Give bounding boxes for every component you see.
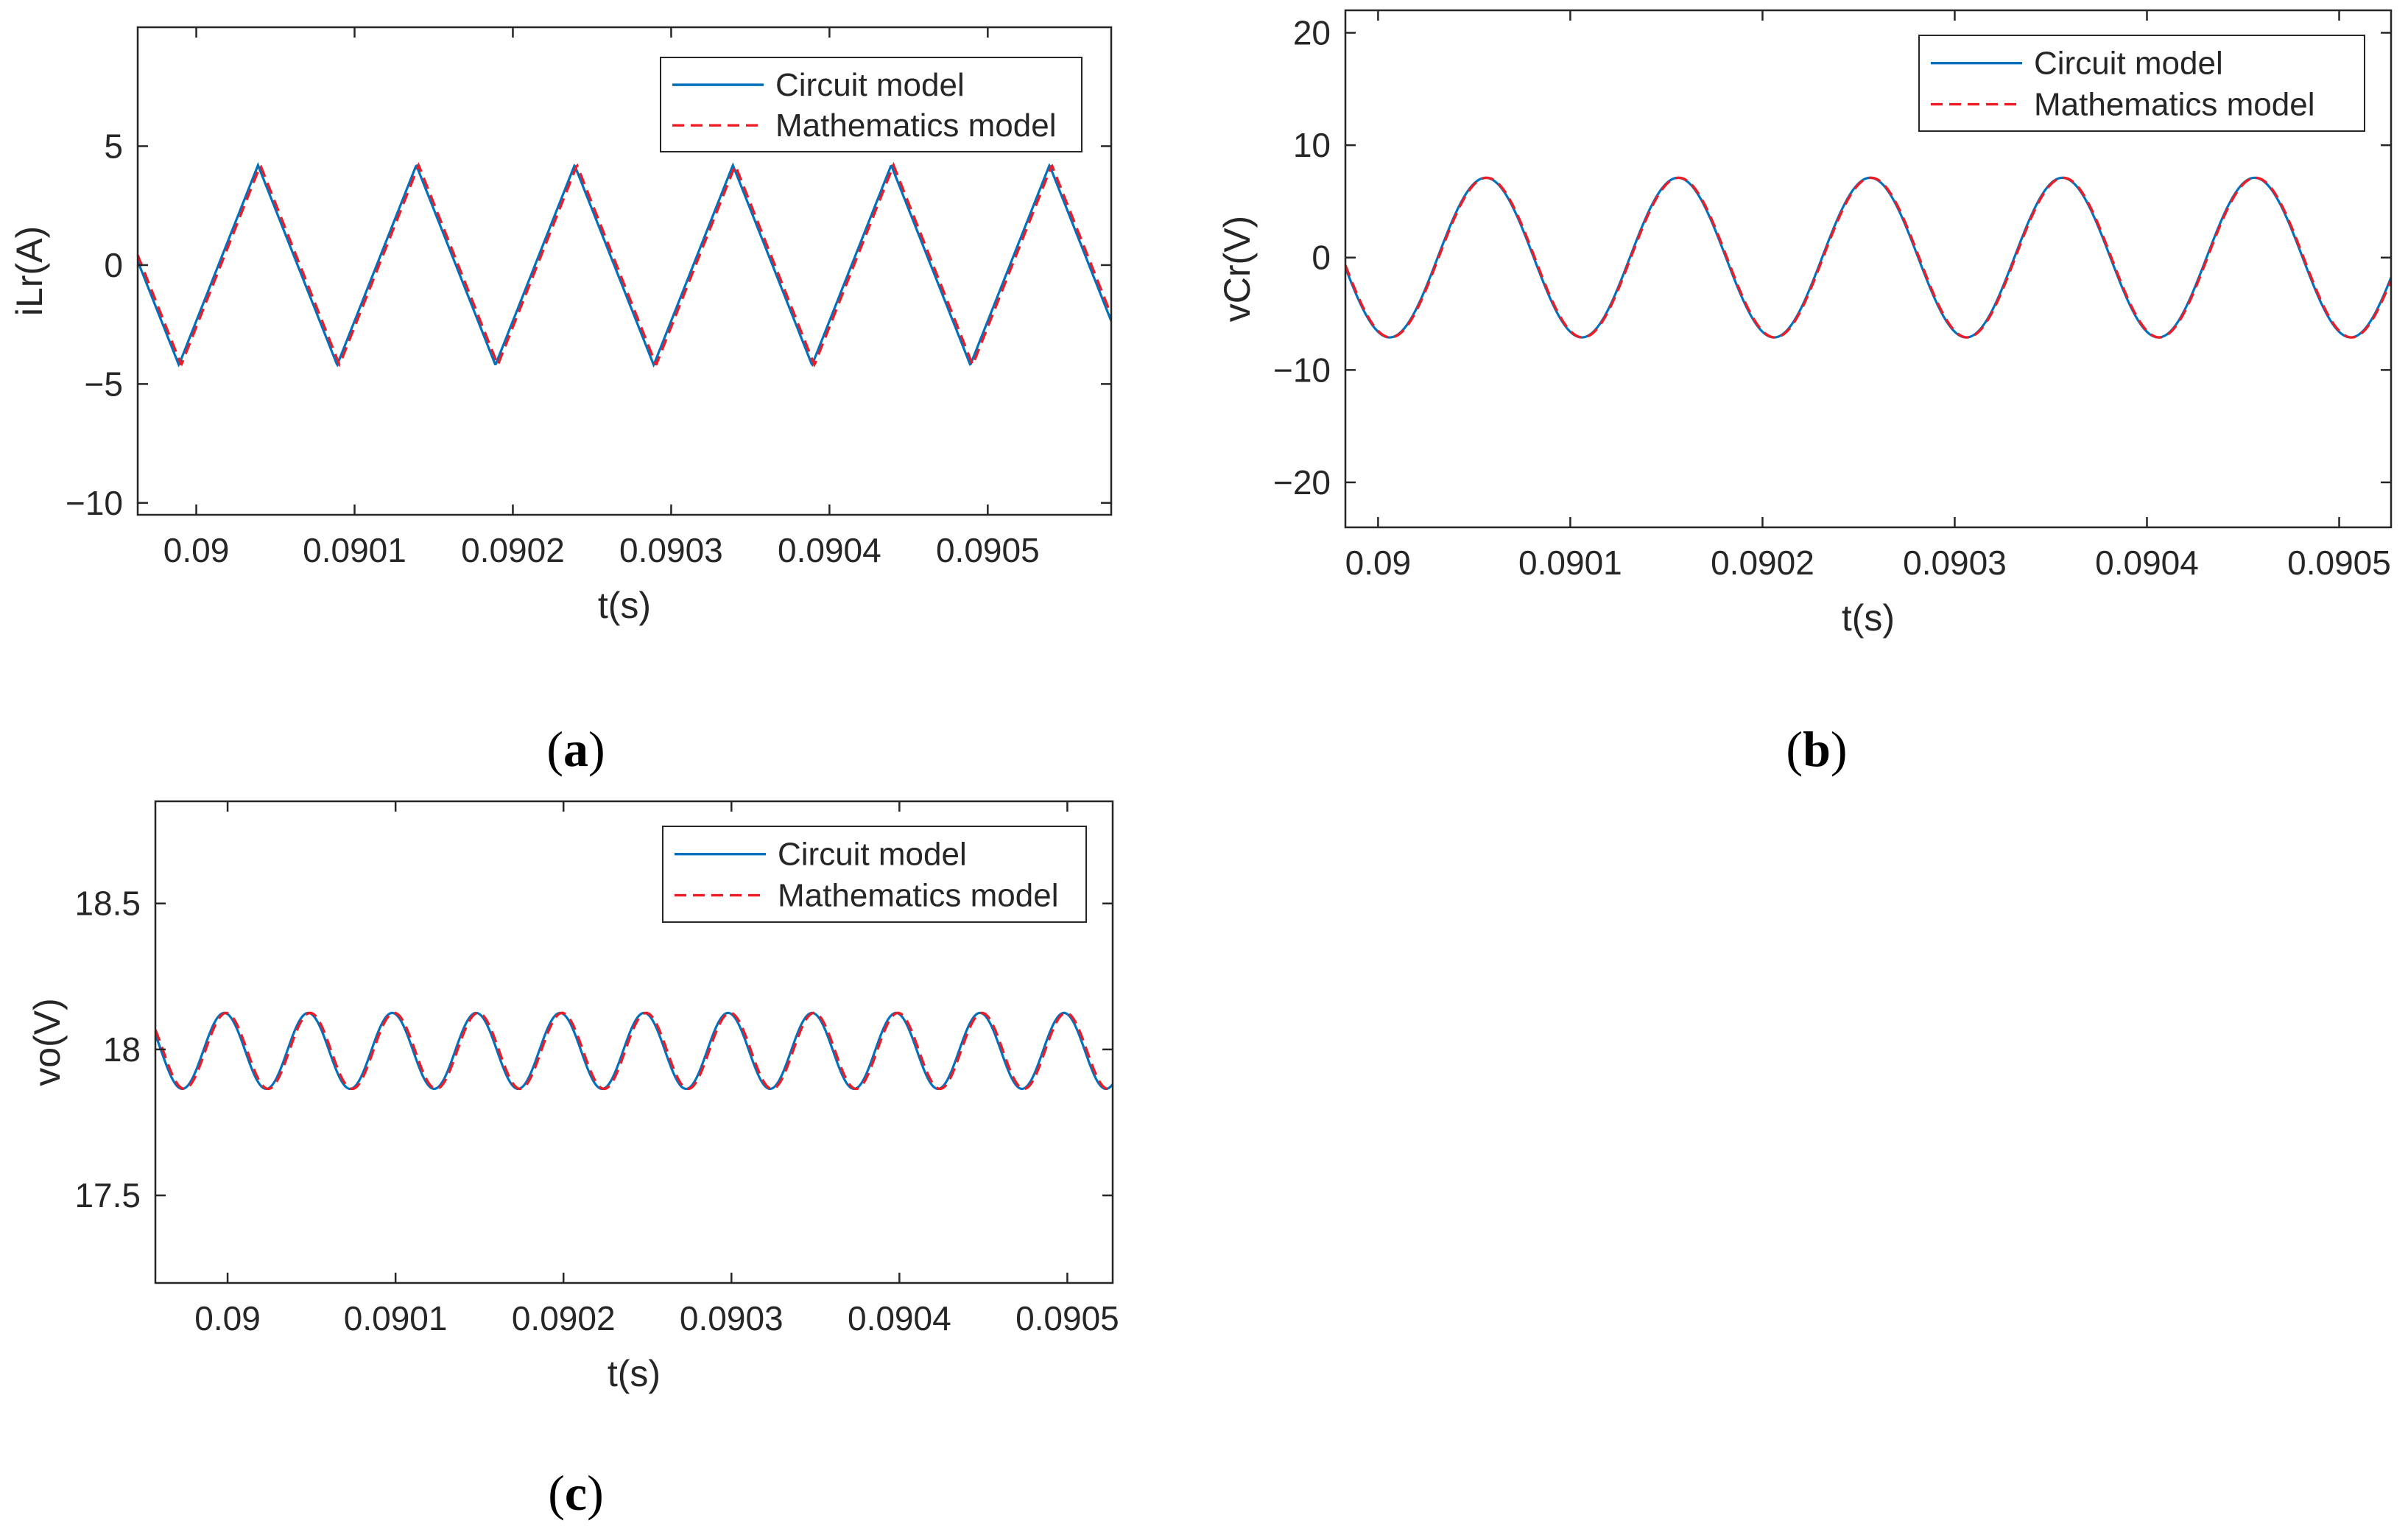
x-tick-label: 0.0902: [1711, 544, 1814, 582]
legend-math-label: Mathematics model: [775, 108, 1056, 144]
x-tick-label: 0.0901: [303, 531, 406, 569]
plot-frame: [1344, 9, 2393, 529]
x-axis-label: t(s): [598, 585, 651, 626]
x-tick-label: 0.0904: [848, 1299, 951, 1337]
x-axis-label: t(s): [608, 1353, 661, 1394]
panel-a-chart: 0.09 0.0901 0.0902 0.0903 0.0904 0.0905 −10 −5 0…: [9, 26, 1113, 626]
x-tick-label: 0.0902: [461, 531, 565, 569]
caption-c: (c): [548, 1465, 604, 1521]
series-circuit-line: [155, 1011, 1113, 1091]
x-tick-label: 0.0904: [2095, 544, 2199, 582]
y-tick-label: −10: [66, 484, 123, 522]
legend: Circuit model Mathematics model: [662, 826, 1087, 923]
series-circuit-line: [1345, 176, 2391, 339]
y-axis-label: vo(V): [27, 998, 68, 1086]
series-math-line: [155, 1011, 1113, 1091]
x-tick-label: 0.0902: [512, 1299, 616, 1337]
plot-frame: [154, 800, 1114, 1284]
caption-a: (a): [546, 721, 605, 777]
plot-frame: [136, 26, 1113, 516]
x-tick-label: 0.0903: [1903, 544, 2007, 582]
series-circuit-line: [138, 162, 1111, 368]
caption-b: (b): [1786, 721, 1847, 777]
y-tick-label: 20: [1293, 14, 1331, 52]
panel-c-chart: 0.09 0.0901 0.0902 0.0903 0.0904 0.0905 17.5 18…: [27, 800, 1119, 1394]
legend: Circuit model Mathematics model: [1918, 35, 2365, 132]
y-tick-label: 18: [103, 1030, 141, 1069]
panel-b-chart: 0.09 0.0901 0.0902 0.0903 0.0904 0.0905 −20 −10…: [1217, 9, 2393, 639]
x-axis-label: t(s): [1842, 597, 1895, 639]
x-tick-label: 0.0904: [778, 531, 881, 569]
x-tick-label: 0.09: [163, 531, 230, 569]
y-tick-label: −10: [1273, 351, 1331, 389]
x-tick-label: 0.0903: [619, 531, 723, 569]
y-tick-label: 10: [1293, 126, 1331, 164]
x-tick-label: 0.09: [1345, 544, 1412, 582]
y-tick-label: 17.5: [74, 1176, 141, 1214]
series-math-line: [1345, 176, 2391, 339]
legend-circuit-label: Circuit model: [778, 837, 967, 873]
y-tick-label: 5: [104, 127, 123, 165]
y-tick-label: −20: [1273, 463, 1331, 502]
x-tick-label: 0.09: [194, 1299, 261, 1337]
x-tick-label: 0.0905: [1015, 1299, 1119, 1337]
legend-math-label: Mathematics model: [778, 878, 1058, 914]
legend-circuit-label: Circuit model: [2034, 46, 2223, 82]
series-math-line: [138, 161, 1111, 368]
legend-circuit-label: Circuit model: [775, 67, 965, 103]
legend-math-label: Mathematics model: [2034, 87, 2314, 123]
y-axis-label: iLr(A): [9, 226, 50, 316]
y-axis-label: vCr(V): [1217, 216, 1258, 322]
x-tick-label: 0.0905: [936, 531, 1040, 569]
y-tick-label: 18.5: [74, 885, 141, 923]
y-tick-label: 0: [104, 246, 123, 284]
x-tick-label: 0.0901: [344, 1299, 448, 1337]
legend: Circuit model Mathematics model: [660, 57, 1082, 152]
x-tick-label: 0.0903: [680, 1299, 784, 1337]
x-tick-label: 0.0905: [2287, 544, 2391, 582]
y-tick-label: −5: [85, 365, 123, 403]
x-tick-label: 0.0901: [1518, 544, 1622, 582]
y-tick-label: 0: [1312, 239, 1331, 277]
